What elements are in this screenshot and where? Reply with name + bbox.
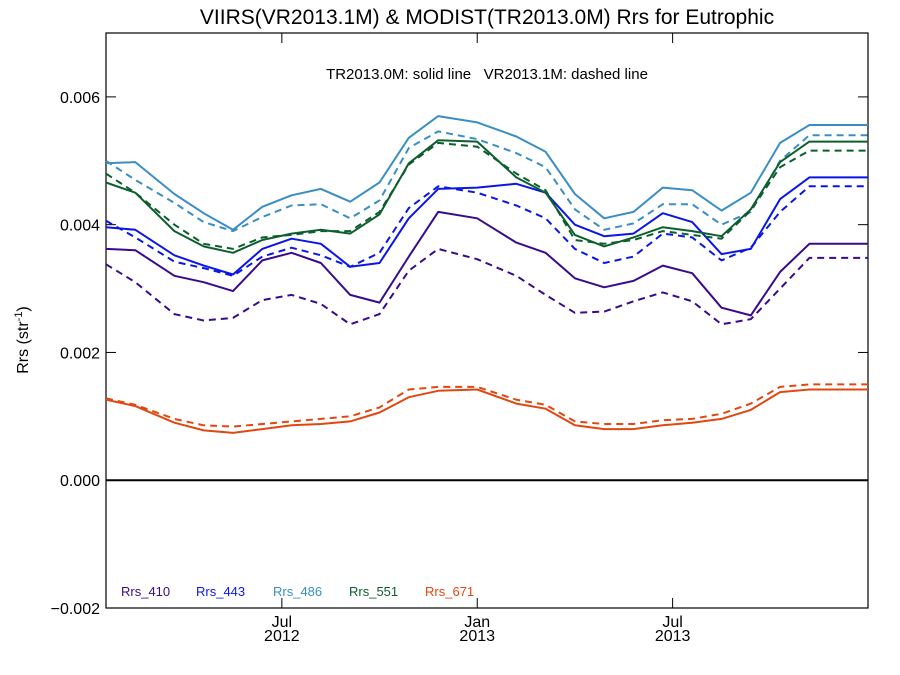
y-axis-label-main: Rrs (str <box>15 321 32 374</box>
y-axis-label-close: ) <box>15 306 32 311</box>
legend-label: Rrs_486 <box>273 584 322 599</box>
y-tick-label: 0.006 <box>60 90 100 107</box>
series-line-rrs-551-solid <box>105 139 868 254</box>
y-axis-label: Rrs (str-1) <box>13 306 32 374</box>
x-tick-year-label: 2012 <box>264 628 300 645</box>
series-layer <box>105 115 868 434</box>
series-line-rrs-410-dashed <box>105 247 868 326</box>
series-line-rrs-486-dashed <box>105 130 868 233</box>
x-tick-month-label: Jan <box>464 614 490 631</box>
y-tick-label: 0.000 <box>60 473 100 490</box>
legend-label: Rrs_410 <box>121 584 170 599</box>
series-line-rrs-671-dashed <box>105 383 868 428</box>
plot-border <box>105 32 869 609</box>
chart-title: VIIRS(VR2013.1M) & MODIST(TR2013.0M) Rrs… <box>200 6 774 29</box>
series-line-rrs-486-solid <box>105 115 868 231</box>
y-tick-label: 0.002 <box>60 345 100 362</box>
series-line-rrs-410-solid <box>105 210 868 317</box>
y-tick-label: −0.002 <box>51 601 100 618</box>
x-tick-month-label: Jul <box>272 614 292 631</box>
y-axis-label-superscript: -1 <box>13 312 25 322</box>
x-tick-year-label: 2013 <box>655 628 691 645</box>
x-tick-year-label: 2013 <box>459 628 495 645</box>
y-tick-label: 0.004 <box>60 218 100 235</box>
x-tick-month-label: Jul <box>662 614 682 631</box>
series-line-rrs-551-dashed <box>105 141 868 250</box>
y-axis: −0.002 0.000 0.002 0.004 0.006 <box>51 90 868 618</box>
series-line-rrs-671-solid <box>105 388 868 434</box>
series-line-rrs-443-dashed <box>105 185 868 277</box>
legend: Rrs_410 Rrs_443 Rrs_486 Rrs_551 Rrs_671 <box>121 584 474 599</box>
legend-label: Rrs_671 <box>425 584 474 599</box>
plot-frame <box>105 32 869 609</box>
legend-label: Rrs_443 <box>196 584 245 599</box>
line-style-note: TR2013.0M: solid line VR2013.1M: dashed … <box>326 66 648 83</box>
series-line-rrs-443-solid <box>105 176 868 276</box>
legend-label: Rrs_551 <box>349 584 398 599</box>
